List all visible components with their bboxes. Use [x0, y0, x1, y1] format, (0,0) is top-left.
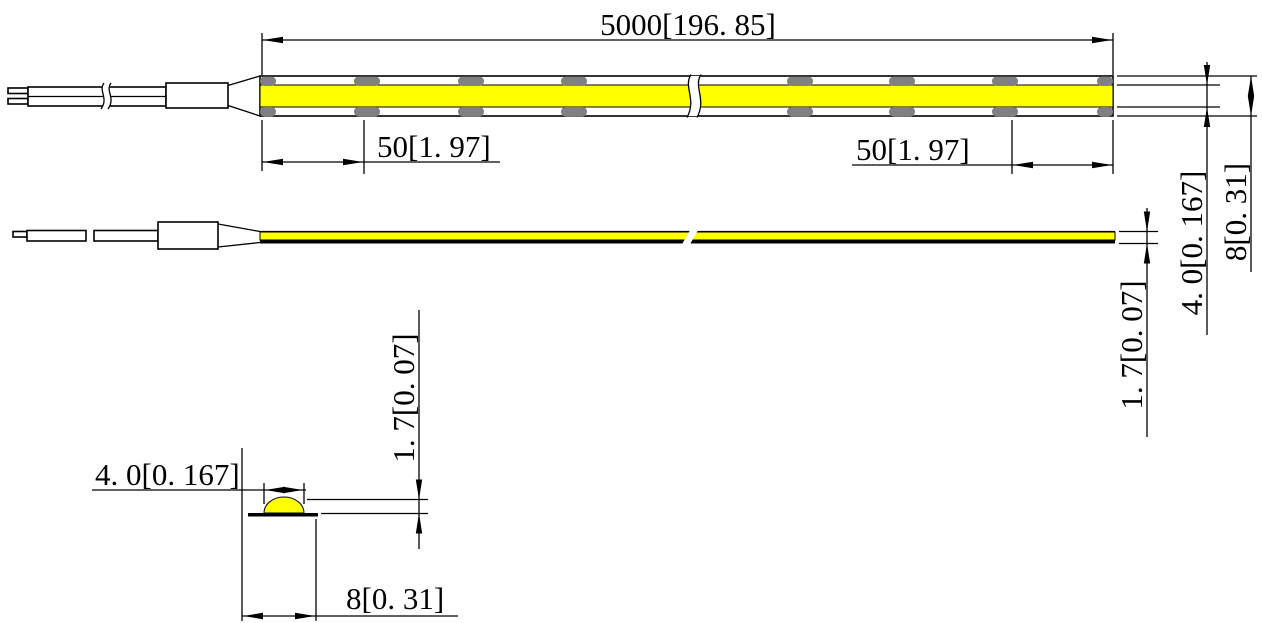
dimension-cut-pitch-right: 50[1. 97] [852, 120, 1114, 174]
arrowhead-right [295, 612, 315, 620]
dimension-text-led-width: 4. 0[0. 167] [1174, 171, 1209, 316]
solder-pads-top-row [260, 76, 1113, 86]
led-phosphor-band [259, 84, 1114, 108]
dimension-cut-pitch-left: 50[1. 97] [261, 120, 500, 174]
connector-pin [12, 230, 28, 238]
dimension-text-section-led-width: 4. 0[0. 167] [95, 457, 240, 492]
connector-taper-line [227, 104, 261, 117]
dimension-text-cut-pitch-right: 50[1. 97] [856, 132, 970, 167]
side-view [12, 221, 1116, 250]
dimension-text-strip-thickness: 1. 7[0. 07] [1114, 280, 1149, 409]
strip-break-line [696, 74, 702, 118]
arrowhead-up [415, 513, 423, 534]
arrowhead-right [343, 158, 363, 166]
strip-break-gap [687, 76, 701, 116]
solder-pad [458, 76, 484, 86]
dimension-text-section-thickness: 1. 7[0. 07] [386, 333, 421, 462]
arrowhead-up [1203, 107, 1211, 127]
arrowhead-right [1092, 36, 1112, 44]
top-view [7, 74, 1114, 118]
wire-break-line [107, 82, 112, 110]
solder-pad [354, 76, 380, 86]
dimension-text-pcb-width: 8[0. 31] [1218, 163, 1253, 261]
solder-pads-bottom-row [260, 107, 1113, 117]
arrowhead-left [1013, 161, 1033, 169]
solder-pad [458, 107, 484, 117]
solder-pad [260, 76, 276, 86]
solder-pad [787, 76, 813, 86]
arrowhead-down [1143, 211, 1151, 232]
solder-pad [992, 107, 1018, 117]
arrowhead-down [1203, 65, 1211, 85]
arrowhead-down [415, 479, 423, 500]
solder-pad [1097, 76, 1113, 86]
led-dome [263, 496, 305, 514]
wire-connector-body [157, 221, 219, 250]
arrowhead-down [1247, 96, 1255, 116]
solder-pad [260, 107, 276, 117]
wire-break-gap [101, 83, 112, 109]
dimension-overall-length: 5000[196. 85] [261, 7, 1114, 75]
arrowhead-left [263, 36, 283, 44]
wire-connector-body [165, 82, 229, 109]
dimension-text-overall-length: 5000[196. 85] [600, 7, 776, 42]
connector-taper-line [227, 75, 261, 87]
connector-taper-line [217, 241, 261, 248]
arrowhead-right [283, 486, 303, 494]
solder-pad [787, 107, 813, 117]
strip-break-line [686, 74, 692, 118]
arrowhead-right [1092, 161, 1112, 169]
power-wire [26, 229, 87, 242]
dimension-strip-thickness: 1. 7[0. 07] [1114, 208, 1158, 437]
solder-pad [561, 107, 587, 117]
solder-pad [992, 76, 1018, 86]
arrowhead-left [263, 158, 283, 166]
pcb-base-line [248, 513, 318, 517]
solder-pad [1097, 107, 1113, 117]
power-wire [93, 229, 159, 242]
arrowhead-up [1247, 76, 1255, 96]
dimension-text-cut-pitch-left: 50[1. 97] [377, 129, 491, 164]
arrowhead-left [265, 486, 285, 494]
cross-section-view [248, 496, 318, 517]
connector-pin [7, 87, 29, 95]
dimension-section-led-width: 4. 0[0. 167] [92, 457, 306, 504]
solder-pad [889, 76, 915, 86]
dimension-widths-right: 4. 0[0. 167] 8[0. 31] [1117, 62, 1257, 335]
strip-break-gap [681, 228, 699, 246]
dimension-section-pcb-width: 8[0. 31] [241, 448, 458, 621]
connector-pin [7, 97, 29, 105]
arrowhead-up [1143, 243, 1151, 264]
arrowhead-left [243, 612, 263, 620]
connector-taper-line [217, 223, 261, 233]
solder-pad [354, 107, 380, 117]
solder-pad [889, 107, 915, 117]
dimension-section-thickness: 1. 7[0. 07] [307, 310, 428, 549]
dimension-text-section-pcb-width: 8[0. 31] [346, 581, 444, 616]
solder-pad [561, 76, 587, 86]
wire-break-line [100, 82, 105, 110]
